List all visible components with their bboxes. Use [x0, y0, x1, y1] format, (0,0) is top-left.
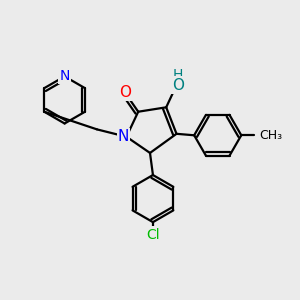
- Text: CH₃: CH₃: [259, 129, 282, 142]
- Text: H: H: [173, 68, 183, 82]
- Text: O: O: [119, 85, 131, 100]
- Text: Cl: Cl: [146, 227, 160, 242]
- Text: N: N: [59, 69, 70, 83]
- Text: O: O: [172, 78, 184, 93]
- Text: N: N: [118, 129, 129, 144]
